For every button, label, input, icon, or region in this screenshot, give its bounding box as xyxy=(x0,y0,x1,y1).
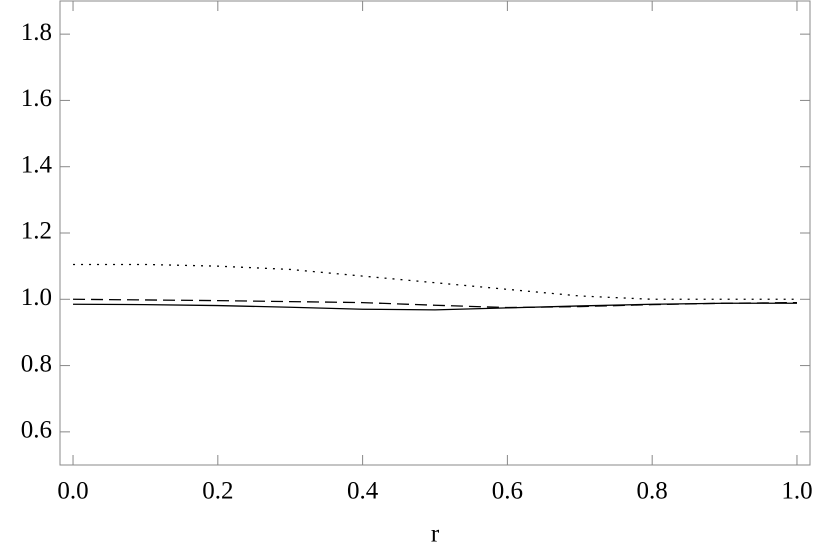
plot-frame xyxy=(59,0,811,466)
y-tick-label: 1.6 xyxy=(21,85,52,112)
x-tick-label: 0.0 xyxy=(57,478,88,505)
line-series xyxy=(73,302,797,311)
x-tick-label: 1.0 xyxy=(781,478,812,505)
y-tick-label: 1.0 xyxy=(21,284,52,311)
x-tick-label: 0.8 xyxy=(637,478,668,505)
line-series xyxy=(73,263,797,300)
y-tick-label: 1.2 xyxy=(21,218,52,245)
y-tick-label: 0.8 xyxy=(21,350,52,377)
y-tick-label: 1.4 xyxy=(21,151,53,178)
x-tick-label: 0.6 xyxy=(492,478,523,505)
x-tick-label: 0.4 xyxy=(347,478,379,505)
y-tick-label: 1.8 xyxy=(21,19,52,46)
x-tick-label: 0.2 xyxy=(202,478,233,505)
x-axis-label: r xyxy=(431,521,440,548)
y-tick-label: 0.6 xyxy=(21,417,52,444)
